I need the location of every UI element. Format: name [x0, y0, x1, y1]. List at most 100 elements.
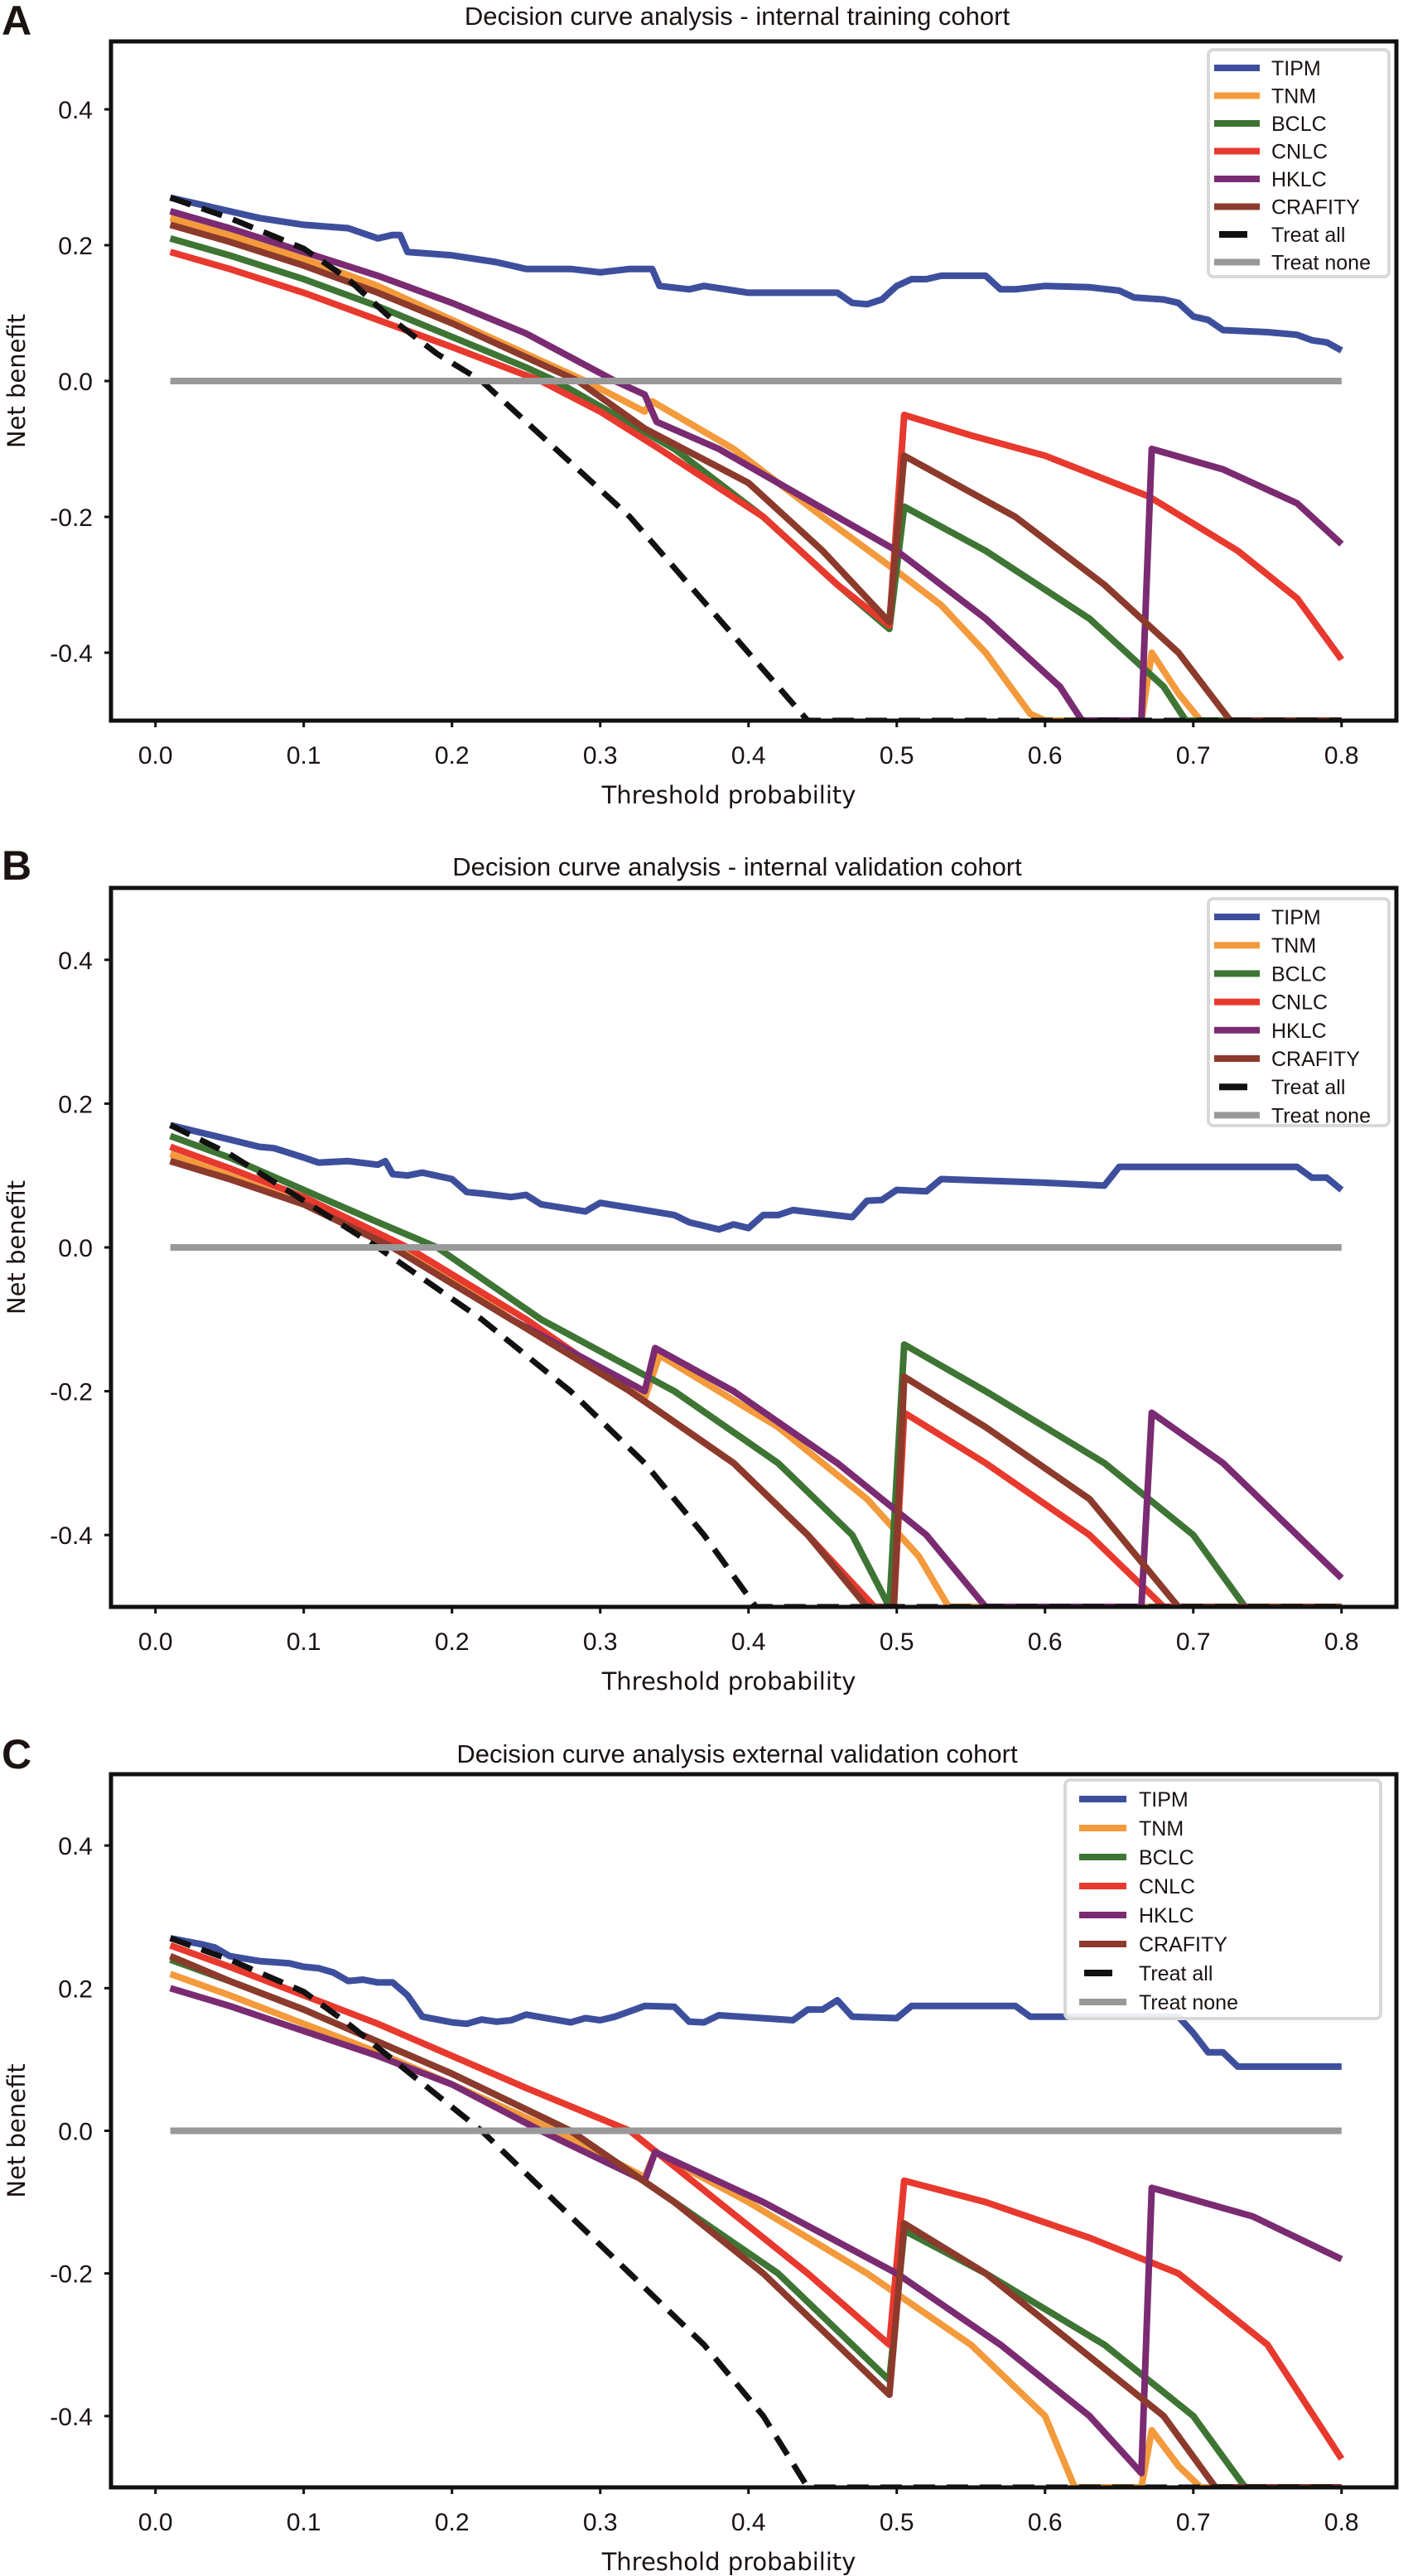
x-tick-label: 0.8 — [1324, 742, 1359, 769]
legend-item: TNM — [1079, 1817, 1184, 1840]
panel-letter: C — [2, 1731, 31, 1778]
legend-item: CRAFITY — [1079, 1933, 1227, 1956]
legend-label: HKLC — [1139, 1904, 1194, 1927]
legend-label: Treat none — [1139, 1991, 1238, 2014]
x-tick-label: 0.5 — [880, 1628, 914, 1656]
y-tick-label: -0.2 — [50, 504, 93, 532]
y-tick-label: -0.4 — [50, 2404, 93, 2431]
legend-label: TIPM — [1271, 906, 1321, 929]
legend-label: Treat none — [1271, 252, 1371, 275]
series-line-tipm — [169, 1122, 1344, 1233]
series-line-tipm — [169, 194, 1343, 354]
y-tick-label: 0.4 — [58, 97, 93, 124]
series-line-hklc — [169, 208, 1344, 721]
series-line-cnlc — [169, 1942, 1345, 2461]
chart-title: Decision curve analysis - internal train… — [465, 2, 1010, 31]
legend-label: TNM — [1271, 85, 1316, 109]
legend-item: CNLC — [1214, 991, 1328, 1015]
x-tick-label: 0.6 — [1028, 1628, 1063, 1656]
legend-item: Treat none — [1214, 252, 1371, 275]
legend-label: TNM — [1139, 1817, 1184, 1840]
x-axis-label: Threshold probability — [601, 1667, 856, 1696]
legend-item: Treat all — [1219, 224, 1345, 247]
legend-item: CRAFITY — [1214, 1048, 1360, 1071]
series-line-tnm — [169, 1971, 1342, 2487]
legend-label: CRAFITY — [1271, 1048, 1360, 1071]
x-tick-label: 0.5 — [880, 2509, 914, 2536]
chart-title: Decision curve analysis - internal valid… — [452, 852, 1022, 881]
legend: TIPM TNM BCLC CNLC HKLC CRAFITY Treat all Treat… — [1063, 1778, 1382, 2020]
legend-item: TIPM — [1214, 57, 1321, 80]
x-tick-label: 0.0 — [138, 1628, 173, 1656]
legend-label: BCLC — [1271, 113, 1327, 136]
legend-label: Treat all — [1271, 224, 1345, 247]
x-tick-label: 0.5 — [880, 742, 914, 769]
x-tick-label: 0.6 — [1028, 742, 1063, 769]
y-tick-label: 0.0 — [58, 369, 93, 396]
y-axis-label: Net benefit — [2, 2063, 31, 2197]
x-tick-label: 0.2 — [435, 1628, 470, 1656]
legend-item: HKLC — [1214, 1020, 1327, 1043]
legend-item: BCLC — [1214, 962, 1327, 986]
series-line-bclc — [169, 234, 1342, 721]
legend-label: Treat none — [1271, 1104, 1371, 1127]
legend-item: TNM — [1214, 85, 1316, 109]
y-tick-label: -0.2 — [50, 1379, 93, 1406]
legend-label: HKLC — [1271, 168, 1327, 191]
panel-c: C Decision curve analysis external valida… — [2, 1731, 1399, 2576]
plot-area — [169, 1935, 1345, 2487]
legend-item: CNLC — [1079, 1875, 1195, 1898]
panel-letter: B — [2, 842, 31, 889]
legend-item: Treat none — [1079, 1991, 1238, 2014]
x-tick-label: 0.0 — [138, 2509, 173, 2536]
x-tick-label: 0.8 — [1324, 2509, 1359, 2536]
panel-a: A Decision curve analysis - internal trai… — [2, 0, 1399, 809]
y-tick-label: 0.2 — [58, 1091, 93, 1118]
panel-b: B Decision curve analysis - internal vali… — [2, 842, 1399, 1696]
legend-label: CNLC — [1139, 1875, 1195, 1898]
legend-label: HKLC — [1271, 1020, 1327, 1043]
x-tick-label: 0.1 — [287, 2509, 321, 2536]
x-tick-label: 0.3 — [583, 742, 618, 769]
legend-item: Treat none — [1214, 1104, 1371, 1127]
legend: TIPM TNM BCLC CNLC HKLC CRAFITY Treat all Treat… — [1207, 48, 1391, 278]
legend-box — [1207, 897, 1391, 1127]
panel-letter: A — [2, 0, 31, 44]
legend-item: TIPM — [1214, 906, 1321, 929]
y-tick-label: 0.0 — [58, 2119, 93, 2146]
series-line-tipm — [169, 1935, 1342, 2070]
x-tick-label: 0.4 — [731, 1628, 766, 1656]
legend-label: CRAFITY — [1271, 196, 1360, 219]
legend-label: Treat all — [1271, 1076, 1345, 1099]
y-tick-label: -0.2 — [50, 2261, 93, 2289]
legend-item: BCLC — [1214, 113, 1327, 136]
legend-item: HKLC — [1079, 1904, 1194, 1927]
x-tick-label: 0.2 — [435, 2509, 470, 2536]
legend-label: Treat all — [1139, 1962, 1213, 1985]
series-line-crafity — [169, 1952, 1342, 2487]
x-tick-label: 0.7 — [1176, 2509, 1211, 2536]
legend-item: Treat all — [1084, 1962, 1213, 1985]
x-tick-label: 0.8 — [1324, 1628, 1359, 1656]
legend-label: CNLC — [1271, 141, 1328, 164]
series-line-cnlc — [169, 1143, 1342, 1607]
legend-label: TNM — [1271, 934, 1316, 958]
y-tick-label: 0.2 — [58, 233, 93, 260]
legend-item: Treat all — [1219, 1076, 1345, 1099]
legend-label: TIPM — [1139, 1788, 1189, 1811]
legend-label: BCLC — [1271, 962, 1327, 986]
x-axis-label: Threshold probability — [601, 781, 856, 809]
legend-item: CRAFITY — [1214, 196, 1360, 219]
x-tick-label: 0.6 — [1028, 2509, 1063, 2536]
series-line-hklc — [169, 1985, 1343, 2477]
y-axis-label: Net benefit — [2, 314, 31, 448]
series-line-bclc — [169, 1132, 1342, 1607]
x-tick-label: 0.3 — [583, 1628, 618, 1656]
legend-label: CNLC — [1271, 991, 1328, 1015]
plot-area — [169, 194, 1345, 721]
plot-area — [169, 1122, 1344, 1607]
legend-box — [1063, 1778, 1382, 2020]
x-tick-label: 0.2 — [435, 742, 470, 769]
legend-item: BCLC — [1079, 1846, 1194, 1869]
